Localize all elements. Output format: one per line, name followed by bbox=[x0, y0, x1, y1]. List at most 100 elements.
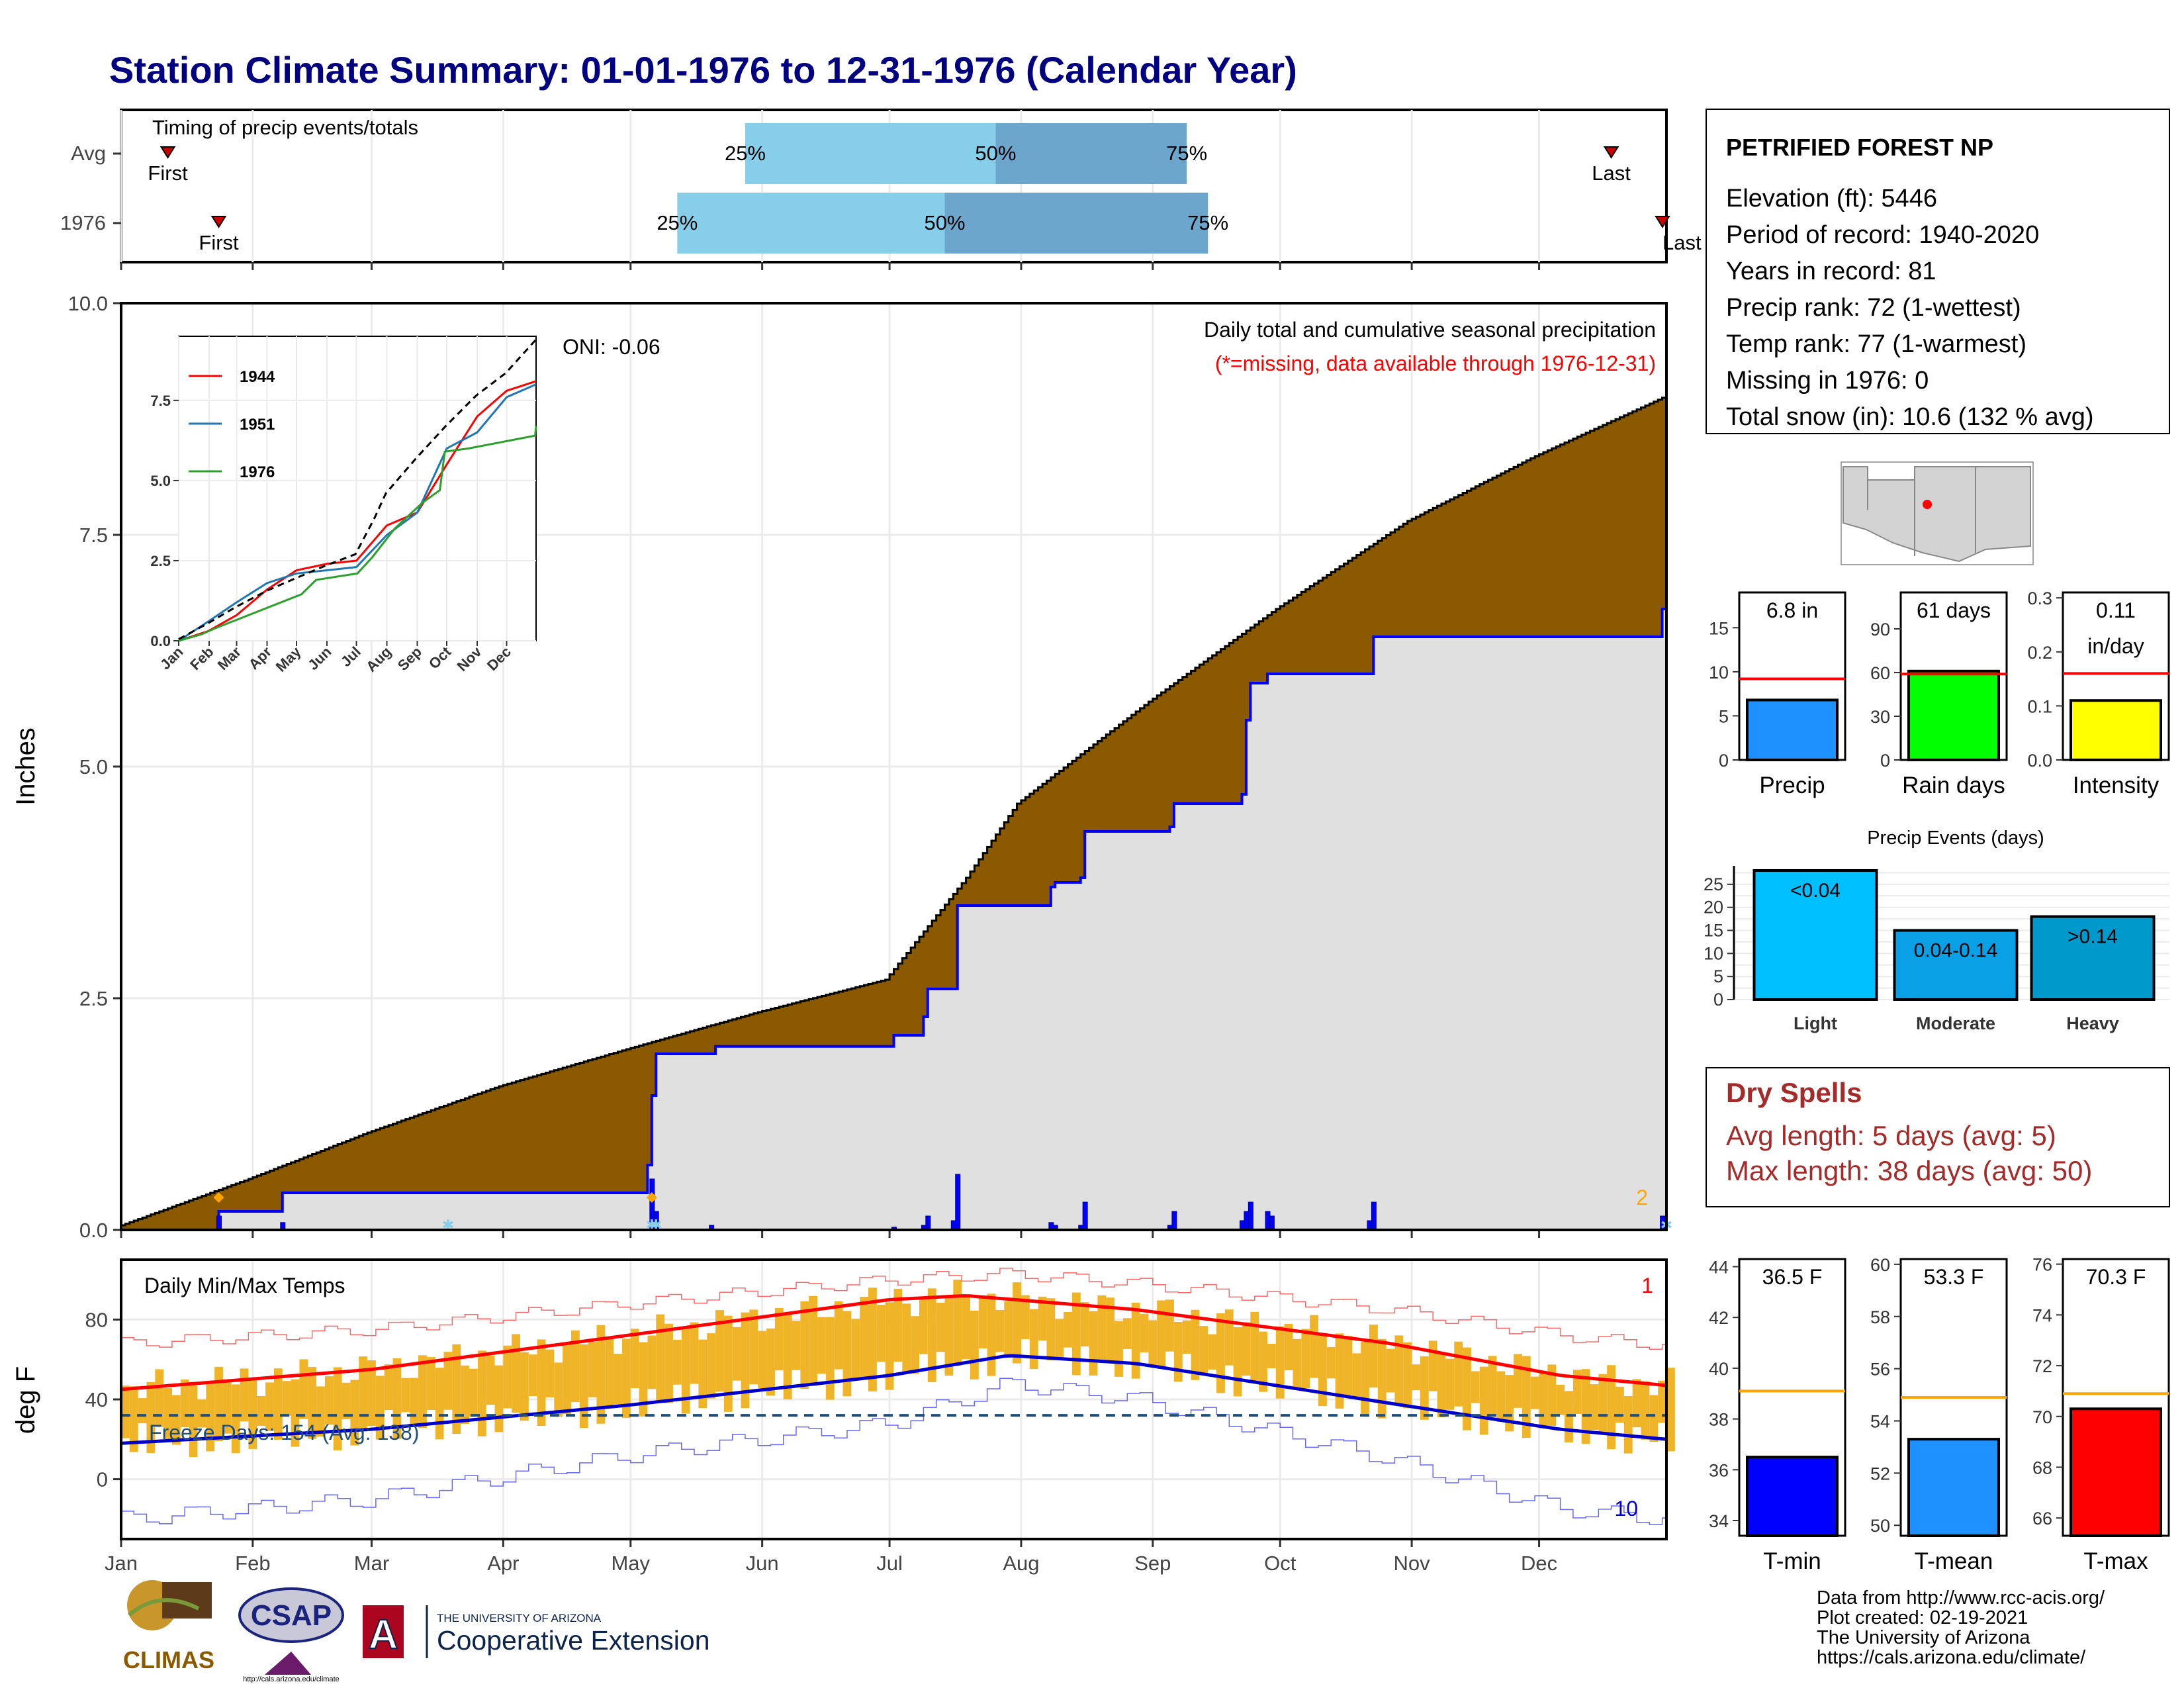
station-info: PETRIFIED FOREST NP Elevation (ft): 5446… bbox=[1706, 109, 2170, 434]
daily-temp-bar bbox=[1352, 1353, 1361, 1397]
csap-logo-text: CSAP bbox=[251, 1599, 332, 1632]
summary-ytick-label: 44 bbox=[1709, 1258, 1729, 1278]
daily-temp-bar bbox=[1590, 1384, 1599, 1430]
summary-ytick-label: 38 bbox=[1709, 1410, 1729, 1430]
daily-temp-bar bbox=[452, 1344, 461, 1434]
snow-marker bbox=[646, 1192, 657, 1203]
daily-temp-bar bbox=[927, 1288, 936, 1383]
daily-temp-bar bbox=[1343, 1336, 1353, 1395]
daily-temp-bar bbox=[1250, 1311, 1259, 1383]
daily-temp-bar bbox=[834, 1301, 843, 1370]
temp-ytick-label: 0 bbox=[97, 1468, 108, 1491]
month-label: May bbox=[611, 1552, 650, 1575]
events-bar bbox=[2030, 915, 2156, 1002]
month-label: Aug bbox=[1003, 1552, 1039, 1575]
temp-ytick-label: 40 bbox=[85, 1388, 108, 1411]
events-ytick-label: 20 bbox=[1704, 898, 1723, 917]
station-name: PETRIFIED FOREST NP bbox=[1726, 134, 1993, 161]
month-axis-labels: Jan Feb Mar Apr May Jun Jul Aug Sep Oct Nov Dec bbox=[105, 1539, 1557, 1575]
summary-bar bbox=[2070, 1407, 2162, 1537]
dry-max-length: Max length: 38 days (avg: 50) bbox=[1726, 1155, 2092, 1186]
daily-temp-bar bbox=[842, 1311, 852, 1397]
events-category-label: Moderate bbox=[1916, 1013, 1995, 1033]
timing-q25-label: 25% bbox=[725, 142, 766, 165]
month-label: Jan bbox=[105, 1552, 138, 1575]
summary-ytick-label: 42 bbox=[1709, 1308, 1729, 1328]
precip-ytick-label: 5.0 bbox=[79, 755, 108, 778]
daily-temp-bar bbox=[1046, 1298, 1056, 1360]
inset-lines bbox=[178, 338, 537, 642]
station-detail-line: Period of record: 1940-2020 bbox=[1726, 221, 2039, 249]
last-event-label: Last bbox=[1592, 162, 1631, 185]
timing-bar-q50-q75 bbox=[944, 193, 1208, 254]
temp-title: Daily Min/Max Temps bbox=[144, 1274, 345, 1297]
precip-ytick-label: 7.5 bbox=[79, 524, 108, 547]
daily-temp-bar bbox=[367, 1360, 376, 1427]
daily-temp-bar bbox=[1242, 1322, 1251, 1376]
daily-temp-bar bbox=[953, 1280, 962, 1366]
daily-temp-bar bbox=[1454, 1341, 1463, 1407]
inset-series-line bbox=[178, 426, 537, 642]
dry-spells-box: Dry Spells Avg length: 5 days (avg: 5) M… bbox=[1706, 1067, 2170, 1207]
daily-temp-bar bbox=[1547, 1364, 1557, 1426]
month-label: Mar bbox=[354, 1552, 389, 1575]
events-bar-label: 0.04-0.14 bbox=[1914, 940, 1998, 962]
month-label: Dec bbox=[1521, 1552, 1557, 1575]
daily-temp-bar bbox=[206, 1382, 215, 1452]
summary-ytick-label: 76 bbox=[2032, 1255, 2052, 1275]
daily-temp-bar bbox=[146, 1382, 156, 1454]
daily-temp-bar bbox=[1445, 1358, 1455, 1410]
daily-temp-bar bbox=[1224, 1309, 1234, 1366]
first-event-label: First bbox=[199, 231, 239, 254]
daily-precip-bar bbox=[925, 1215, 931, 1231]
precip-y-label: Inches bbox=[11, 727, 40, 806]
daily-temp-bar bbox=[1496, 1371, 1506, 1423]
daily-temp-bar bbox=[375, 1376, 385, 1440]
station-detail-line: Missing in 1976: 0 bbox=[1726, 367, 1929, 395]
daily-temp-bar bbox=[987, 1293, 996, 1376]
timing-title: Timing of precip events/totals bbox=[152, 116, 418, 139]
daily-temp-bar bbox=[1021, 1295, 1030, 1339]
summary-bar bbox=[1907, 669, 2000, 761]
daily-temp-bar bbox=[970, 1310, 979, 1380]
ua-logo-main: Cooperative Extension bbox=[437, 1625, 710, 1656]
summary-ytick-label: 54 bbox=[1870, 1411, 1890, 1431]
summary-ytick-label: 0.3 bbox=[2027, 588, 2052, 608]
daily-temp-bar bbox=[1565, 1391, 1573, 1442]
station-marker bbox=[1923, 500, 1932, 509]
daily-precip-bar bbox=[1171, 1211, 1177, 1231]
summary-ytick-label: 50 bbox=[1870, 1516, 1890, 1536]
daily-temp-bar bbox=[248, 1378, 257, 1449]
daily-temp-bar bbox=[962, 1295, 970, 1360]
summary-value-label: 70.3 F bbox=[2086, 1265, 2146, 1289]
summary-ytick-label: 66 bbox=[2032, 1509, 2052, 1528]
daily-temp-bar bbox=[1581, 1369, 1590, 1444]
daily-temp-bar bbox=[876, 1305, 886, 1362]
temp-y-ticks: 0 40 80 bbox=[85, 1308, 121, 1491]
daily-temp-bar bbox=[426, 1357, 435, 1410]
daily-temp-bar bbox=[418, 1355, 427, 1429]
record-max-count: 1 bbox=[1641, 1274, 1653, 1297]
daily-temp-bar bbox=[570, 1330, 580, 1403]
daily-temp-bar bbox=[197, 1399, 206, 1428]
daily-temp-bar bbox=[1641, 1381, 1650, 1440]
daily-temp-bar bbox=[902, 1303, 911, 1373]
events-bar-label: >0.14 bbox=[2068, 926, 2118, 948]
daily-temp-bar bbox=[1386, 1348, 1395, 1393]
daily-temp-bar bbox=[138, 1398, 147, 1424]
daily-temp-bar bbox=[1097, 1295, 1107, 1361]
summary-bar bbox=[1907, 1438, 2000, 1537]
temperature-summary-bars: 34 36 38 40 42 44 36.5 F T-min 50 52 54 56 58 60 53.3 … bbox=[1709, 1255, 2170, 1574]
summary-panel-label: T-min bbox=[1763, 1548, 1821, 1574]
inset-background bbox=[178, 336, 537, 641]
daily-temp-bar bbox=[766, 1328, 775, 1396]
daily-temp-bar bbox=[690, 1322, 699, 1384]
daily-temp-bar bbox=[528, 1354, 537, 1397]
summary-panel-label: T-max bbox=[2083, 1548, 2148, 1574]
daily-temp-bar bbox=[1471, 1371, 1480, 1403]
daily-precip-bar bbox=[1082, 1201, 1088, 1231]
daily-temp-bar bbox=[1530, 1376, 1539, 1409]
precip-ytick-label: 0.0 bbox=[79, 1219, 108, 1242]
daily-temp-bar bbox=[1199, 1326, 1208, 1374]
